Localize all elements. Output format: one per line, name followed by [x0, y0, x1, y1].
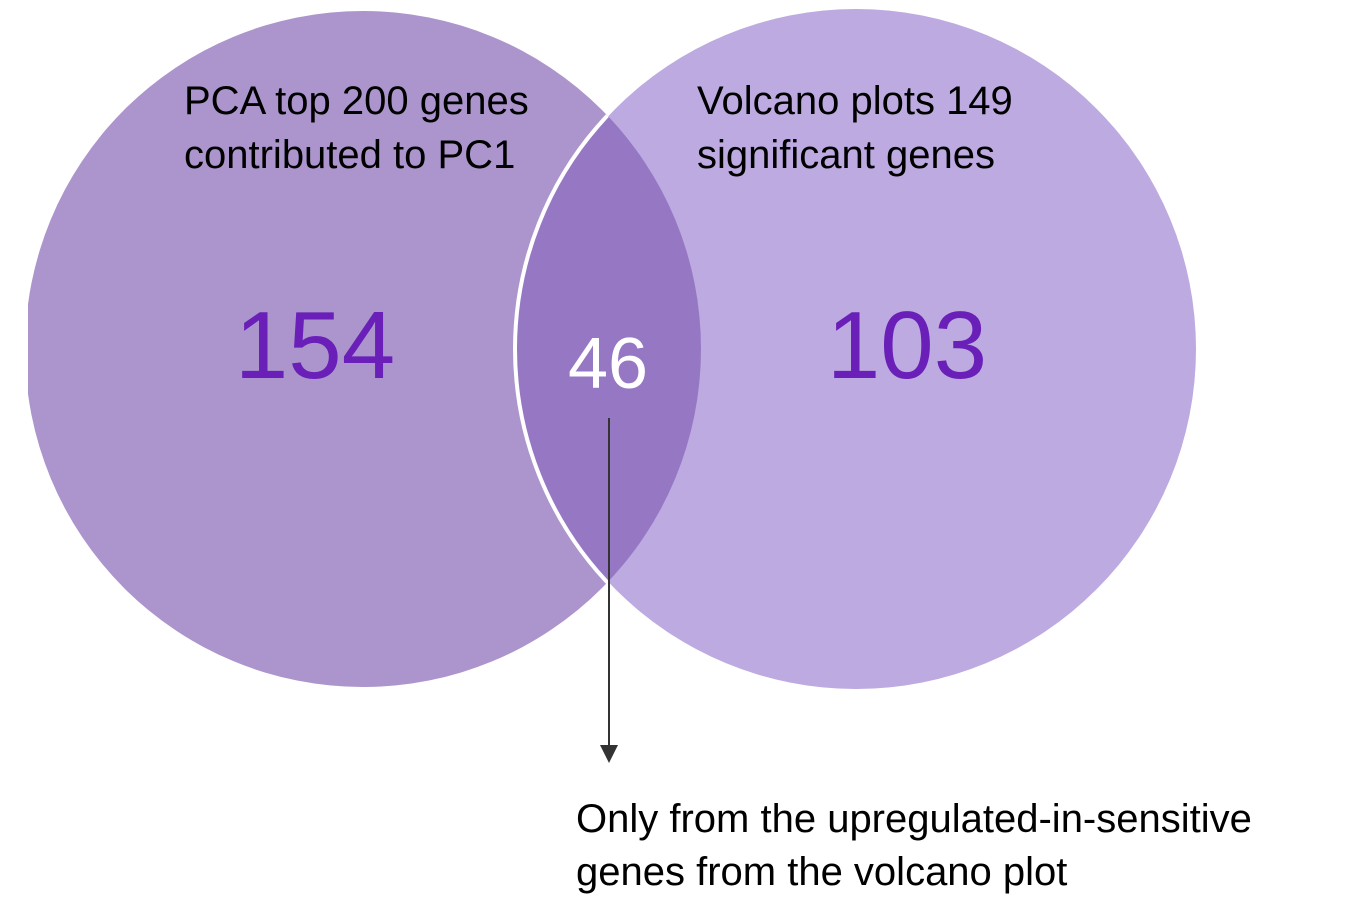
intersection-count: 46	[568, 324, 648, 404]
right-set-label-line2: significant genes	[697, 133, 995, 177]
left-only-count: 154	[235, 292, 395, 399]
right-set-circle	[516, 9, 1196, 689]
right-only-count: 103	[827, 292, 987, 399]
annotation-line1: Only from the upregulated-in-sensitive	[576, 797, 1252, 841]
annotation-line2: genes from the volcano plot	[576, 850, 1067, 894]
intersection-outline	[513, 11, 701, 687]
left-set-label-line2: contributed to PC1	[184, 133, 515, 177]
annotation-arrow-head	[600, 745, 618, 763]
left-set-circle	[28, 11, 701, 687]
left-set-label-line1: PCA top 200 genes	[184, 79, 529, 123]
right-set-label-line1: Volcano plots 149	[697, 79, 1013, 123]
